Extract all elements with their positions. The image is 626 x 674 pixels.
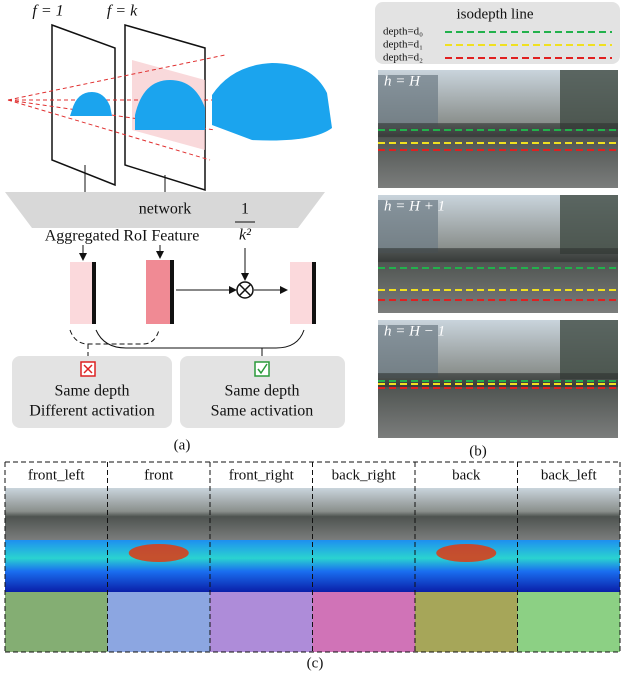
view-label: h = H − 1 [384,323,445,339]
depth-heatmap [313,540,416,592]
position-embedding [210,592,313,652]
case-text: Same depth [54,383,129,400]
camera-photo [210,488,313,540]
position-embedding [518,592,621,652]
bracket-dashed [70,330,159,344]
feature-map [146,260,170,324]
camera-photo [313,488,416,540]
panel-b: isodepth line depth=d₀ depth=d₁ depth=d₂… [375,2,620,459]
case-text: Same activation [211,403,314,420]
panel-a: f = 1 f = k network Aggregated RoI Featu… [5,3,345,454]
position-embedding [108,592,211,652]
caption: (c) [307,655,324,671]
panel-c: front_left front front_right back_right back… [5,462,620,652]
caption: (a) [174,437,191,453]
legend-entry: depth=d₁ [383,39,423,51]
bracket-solid [96,330,304,348]
feature-edge [312,262,316,324]
case-text: Different activation [29,403,154,420]
feature-edge [92,262,96,324]
camera-photo [518,488,621,540]
scale-denominator: k² [239,227,252,244]
legend-entry: depth=d₂ [383,52,423,64]
camera-label: back [452,467,481,483]
caption: (b) [469,443,487,459]
camera-label: front_left [28,467,85,483]
feature-map [70,262,92,324]
car-3d [212,63,332,141]
buildings [560,320,618,379]
plane-label: f = 1 [32,3,63,20]
camera-label: front_right [229,467,295,483]
figure: f = 1 f = k network Aggregated RoI Featu… [0,0,626,674]
buildings [560,70,618,129]
position-embedding [5,592,108,652]
legend-title: isodepth line [456,6,533,22]
position-embedding [313,592,416,652]
depth-heatmap [210,540,313,592]
cars [378,248,618,262]
camera-photo [5,488,108,540]
depth-heatmap [518,540,621,592]
camera-label: back_left [541,467,598,483]
case-text: Same depth [224,383,299,400]
plane-label: f = k [107,3,138,20]
buildings [560,195,618,254]
view-label: h = H + 1 [384,198,445,214]
heat-peak [129,544,189,562]
camera-photo [415,488,518,540]
network-label: network [139,201,191,218]
heat-peak [436,544,496,562]
camera-photo [108,488,211,540]
camera-label: back_right [332,467,397,483]
feature-edge [170,260,174,324]
position-embedding [415,592,518,652]
feature-label: Aggregated RoI Feature [45,228,200,245]
legend-entry: depth=d₀ [383,26,423,38]
scale-numerator: 1 [241,201,249,218]
view-label: h = H [384,73,421,89]
camera-label: front [144,467,174,483]
feature-map [290,262,312,324]
depth-heatmap [5,540,108,592]
